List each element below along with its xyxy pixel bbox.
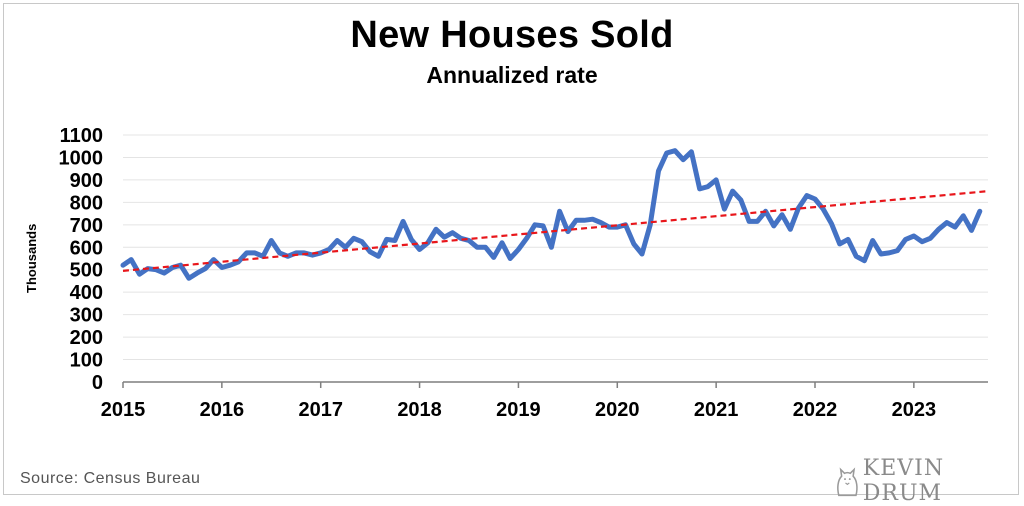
y-tick-label: 100 — [70, 350, 103, 372]
y-tick-label: 200 — [70, 327, 103, 349]
x-tick-label: 2023 — [892, 399, 937, 421]
chart-title: New Houses Sold — [350, 14, 674, 56]
y-tick-label: 900 — [70, 170, 103, 192]
cat-icon — [837, 467, 858, 497]
x-tick-label: 2018 — [397, 399, 442, 421]
y-tick-label: 500 — [70, 260, 103, 282]
x-tick-label: 2019 — [496, 399, 541, 421]
x-tick-label: 2015 — [101, 399, 146, 421]
x-tick-label: 2020 — [595, 399, 640, 421]
x-tick-label: 2022 — [793, 399, 838, 421]
y-tick-label: 800 — [70, 192, 103, 214]
chart-subtitle: Annualized rate — [426, 62, 598, 88]
y-tick-label: 1000 — [59, 147, 104, 169]
x-tick-label: 2021 — [694, 399, 739, 421]
source-note: Source: Census Bureau — [20, 470, 201, 487]
x-tick-label: 2017 — [298, 399, 343, 421]
chart-frame — [3, 3, 1019, 495]
trend-line — [122, 190, 989, 272]
y-tick-label: 0 — [92, 372, 103, 394]
x-tick-label: 2016 — [200, 399, 245, 421]
y-tick-label: 400 — [70, 282, 103, 304]
y-tick-label: 600 — [70, 237, 103, 259]
y-tick-label: 700 — [70, 215, 103, 237]
sales-line — [120, 148, 983, 281]
logo-text: KEVIN DRUM — [862, 456, 945, 506]
logo: KEVIN DRUM — [834, 456, 1024, 506]
y-tick-label: 300 — [70, 305, 103, 327]
y-tick-label: 1100 — [60, 125, 103, 147]
